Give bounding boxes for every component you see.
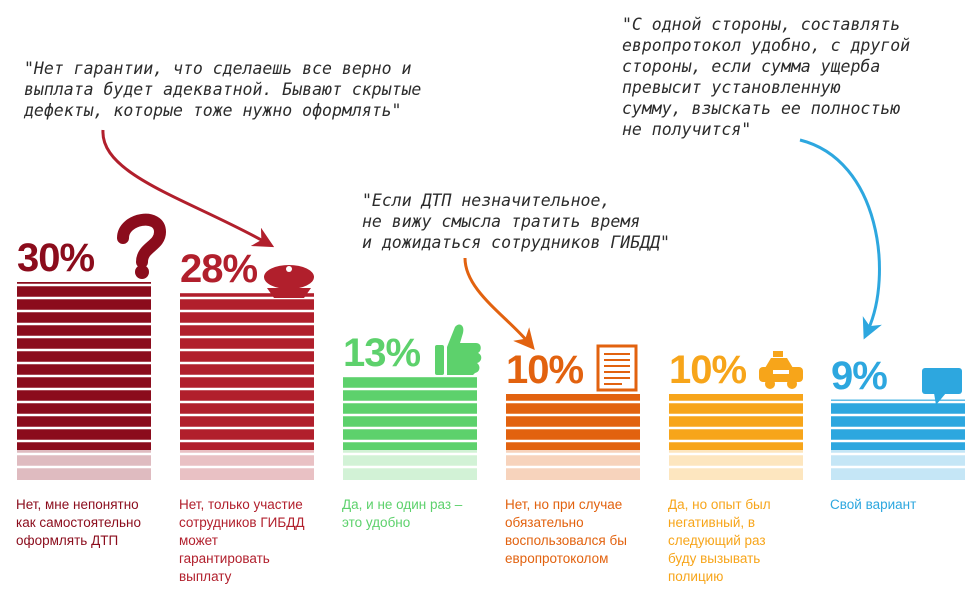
value-label-6: 9% — [831, 353, 888, 398]
thumbs-up-icon — [435, 324, 482, 375]
category-label-1: Нет, мне непонятно как самостоятельно оф… — [16, 497, 141, 548]
bar-5 — [669, 394, 803, 480]
annotation-arrow-1 — [101, 129, 275, 248]
quote-3: "С одной стороны, составлять европротоко… — [622, 15, 911, 139]
bar-4 — [506, 394, 640, 480]
category-label-2: Нет, только участие сотрудников ГИБДД мо… — [179, 497, 305, 584]
quote-2: "Если ДТП незначительное, не вижу смысла… — [362, 191, 670, 252]
annotation-arrow-2 — [463, 257, 535, 350]
bar-3 — [343, 377, 477, 480]
annotation-arrow-3 — [799, 138, 882, 340]
category-label-4: Нет, но при случае обязательно воспользо… — [505, 497, 627, 566]
value-label-1: 30% — [17, 236, 95, 280]
document-icon — [596, 344, 638, 392]
bar-6 — [831, 399, 965, 480]
question-mark-icon — [117, 213, 167, 279]
value-label-5: 10% — [669, 348, 747, 392]
value-label-3: 13% — [343, 331, 421, 376]
bar-1 — [17, 282, 151, 480]
value-label-4: 10% — [506, 348, 584, 392]
category-label-3: Да, и не один раз – это удобно — [342, 497, 463, 530]
police-cap-icon — [264, 265, 314, 298]
speech-bubble-icon — [922, 368, 962, 405]
category-label-6: Свой вариант — [830, 497, 917, 512]
quote-1: "Нет гарантии, что сделаешь все верно и … — [24, 59, 422, 120]
category-label-5: Да, но опыт был негативный, в следующий … — [668, 497, 771, 584]
bar-2 — [180, 293, 314, 480]
value-label-2: 28% — [180, 247, 258, 292]
taxi-car-icon — [759, 351, 803, 389]
